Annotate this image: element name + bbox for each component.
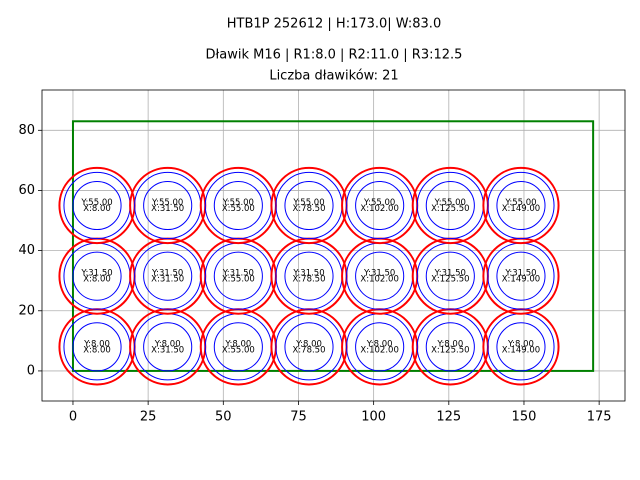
point-label: Y:55.00 [151, 198, 183, 208]
point-label: X:102.00 [360, 345, 398, 355]
gland-circle [425, 322, 475, 372]
x-tick-label: 25 [140, 410, 157, 425]
point-label: Y:31.50 [222, 269, 254, 279]
point-label: Y:8.00 [295, 339, 322, 349]
gland-circle [72, 251, 122, 301]
y-tick-label: 80 [18, 123, 35, 138]
point-label: Y:31.50 [434, 269, 466, 279]
gland-circle [496, 322, 546, 372]
point-label: Y:8.00 [154, 339, 181, 349]
point-label: Y:8.00 [366, 339, 393, 349]
point-label: X:55.00 [222, 204, 255, 214]
gland-circle [355, 251, 405, 301]
point-label: X:55.00 [222, 345, 255, 355]
point-label: Y:31.50 [363, 269, 395, 279]
chart-title: HTB1P 252612 | H:173.0| W:83.0 [227, 17, 441, 32]
gland-circle [143, 322, 193, 372]
y-tick-label: 20 [18, 303, 35, 318]
point-label: Y:8.00 [83, 339, 110, 349]
x-tick-label: 125 [436, 410, 461, 425]
point-label: X:149.00 [502, 345, 540, 355]
point-label: X:31.50 [151, 345, 184, 355]
point-label: Y:55.00 [80, 198, 112, 208]
gland-circle [425, 180, 475, 231]
gland-circle [143, 251, 193, 301]
point-label: Y:31.50 [504, 269, 536, 279]
point-label: X:55.00 [222, 275, 255, 285]
y-tick-label: 60 [18, 183, 35, 198]
point-label: X:102.00 [360, 275, 398, 285]
gland-circle [213, 251, 263, 301]
point-label: Y:31.50 [151, 269, 183, 279]
point-label: X:102.00 [360, 204, 398, 214]
point-label: X:8.00 [83, 275, 111, 285]
point-label: Y:55.00 [363, 198, 395, 208]
point-label: X:78.50 [292, 345, 325, 355]
plot-frame [41, 89, 626, 402]
gland-circle [284, 322, 334, 372]
point-label: X:149.00 [502, 275, 540, 285]
point-label: Y:55.00 [292, 198, 324, 208]
point-label: Y:55.00 [504, 198, 536, 208]
y-tick-label: 40 [18, 243, 35, 258]
gland-circle [284, 180, 334, 231]
chart-subtitle: Liczba dławików: 21 [269, 69, 398, 84]
point-label: X:125.50 [431, 204, 469, 214]
gland-circle [284, 251, 334, 301]
gland-circle [496, 180, 546, 231]
point-label: X:31.50 [151, 204, 184, 214]
point-label: Y:8.00 [436, 339, 463, 349]
point-label: Y:8.00 [507, 339, 534, 349]
point-label: Y:31.50 [292, 269, 324, 279]
gland-circle [72, 180, 122, 231]
point-label: X:125.50 [431, 275, 469, 285]
x-tick-label: 50 [215, 410, 232, 425]
point-label: Y:55.00 [434, 198, 466, 208]
x-tick-label: 75 [290, 410, 307, 425]
point-label: X:31.50 [151, 275, 184, 285]
gland-circle [143, 180, 193, 231]
chart-subtitle: Dławik M16 | R1:8.0 | R2:11.0 | R3:12.5 [206, 48, 463, 63]
x-tick-label: 0 [69, 410, 77, 425]
point-label: X:149.00 [502, 204, 540, 214]
gland-circle [355, 180, 405, 231]
point-label: Y:31.50 [80, 269, 112, 279]
point-label: X:8.00 [83, 345, 111, 355]
gland-circle [355, 322, 405, 372]
gland-circle [72, 322, 122, 372]
gland-circle [482, 166, 560, 245]
point-label: Y:55.00 [222, 198, 254, 208]
point-label: Y:8.00 [224, 339, 251, 349]
point-label: X:78.50 [292, 204, 325, 214]
x-tick-label: 100 [361, 410, 386, 425]
gland-circle [213, 180, 263, 231]
gland-circle [496, 251, 546, 301]
point-label: X:78.50 [292, 275, 325, 285]
gland-circle [425, 251, 475, 301]
x-tick-label: 150 [512, 410, 537, 425]
point-label: X:8.00 [83, 204, 111, 214]
y-tick-label: 0 [27, 363, 35, 378]
point-label: X:125.50 [431, 345, 469, 355]
gland-circle [487, 171, 555, 240]
x-tick-label: 175 [587, 410, 612, 425]
gland-circle [213, 322, 263, 372]
